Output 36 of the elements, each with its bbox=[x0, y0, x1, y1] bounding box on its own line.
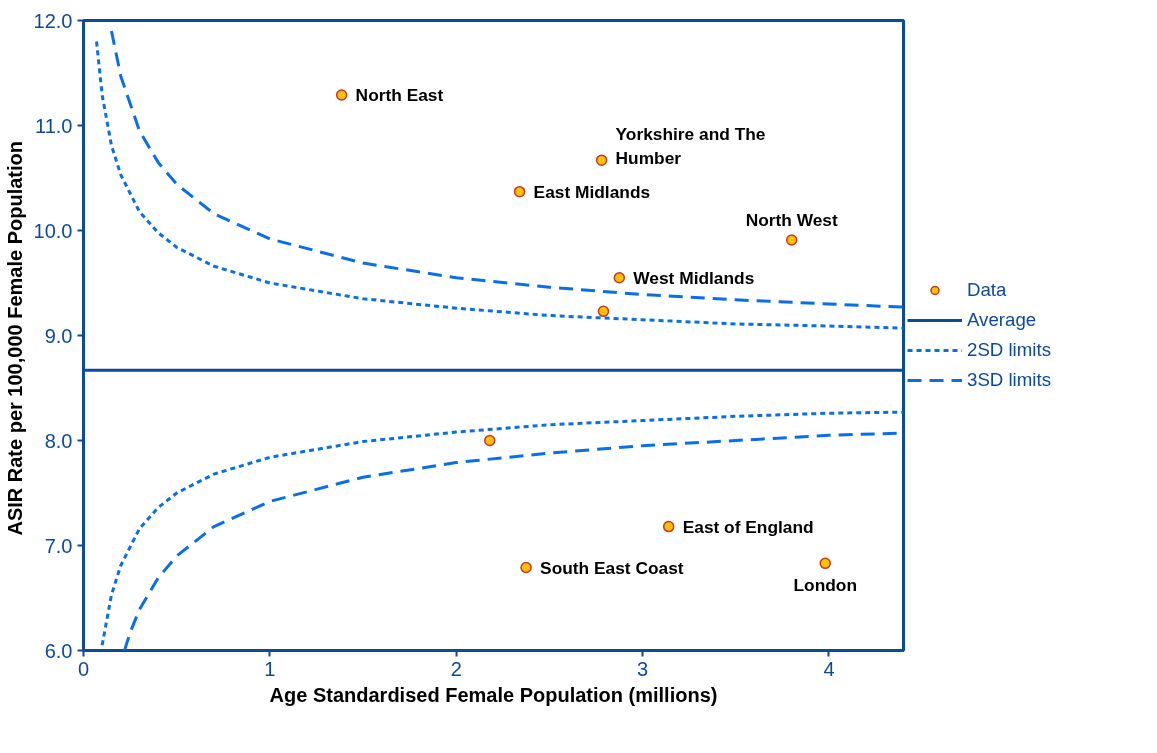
point bbox=[484, 434, 496, 447]
y-tick-label: 6.0 bbox=[44, 639, 73, 662]
annotation: West Midlands bbox=[633, 267, 755, 288]
point bbox=[785, 234, 798, 246]
point bbox=[513, 185, 526, 198]
point bbox=[520, 561, 532, 574]
annotation: North West bbox=[745, 209, 838, 230]
annotation: Yorkshire and The Humber bbox=[615, 124, 766, 169]
point bbox=[335, 89, 348, 101]
y-tick-label: 7.0 bbox=[44, 534, 73, 557]
x-axis-title: Age Standardised Female Population (millions) bbox=[269, 683, 718, 706]
point bbox=[597, 305, 610, 318]
legend-label: Average bbox=[967, 309, 1037, 331]
annotation: South East Coast bbox=[540, 557, 684, 578]
x-tick-label: 4 bbox=[823, 657, 835, 680]
annotation: North East bbox=[355, 85, 444, 106]
legend-label: 2SD limits bbox=[967, 339, 1051, 361]
annotation: East of England bbox=[682, 516, 814, 537]
x-tick-label: 1 bbox=[264, 657, 276, 680]
y-tick-label: 11.0 bbox=[35, 114, 73, 137]
annotation: London bbox=[793, 575, 857, 596]
point bbox=[595, 154, 608, 166]
x-tick-label: 3 bbox=[637, 657, 649, 680]
y-axis-title: ASIR Rate per 100,000 Female Population bbox=[3, 140, 26, 536]
x-tick-label: 0 bbox=[77, 657, 90, 680]
point bbox=[819, 557, 831, 570]
legend-label: Data bbox=[967, 279, 1007, 301]
point bbox=[613, 272, 626, 284]
y-tick-label: 10.0 bbox=[33, 219, 73, 242]
y-tick-label: 8.0 bbox=[44, 429, 73, 452]
x-tick-label: 2 bbox=[450, 657, 462, 680]
annotation: East Midlands bbox=[533, 181, 651, 202]
y-tick-label: 9.0 bbox=[44, 324, 73, 347]
y-tick-label: 12.0 bbox=[33, 9, 73, 32]
point bbox=[662, 520, 675, 533]
legend-label: 3SD limits bbox=[967, 369, 1051, 391]
